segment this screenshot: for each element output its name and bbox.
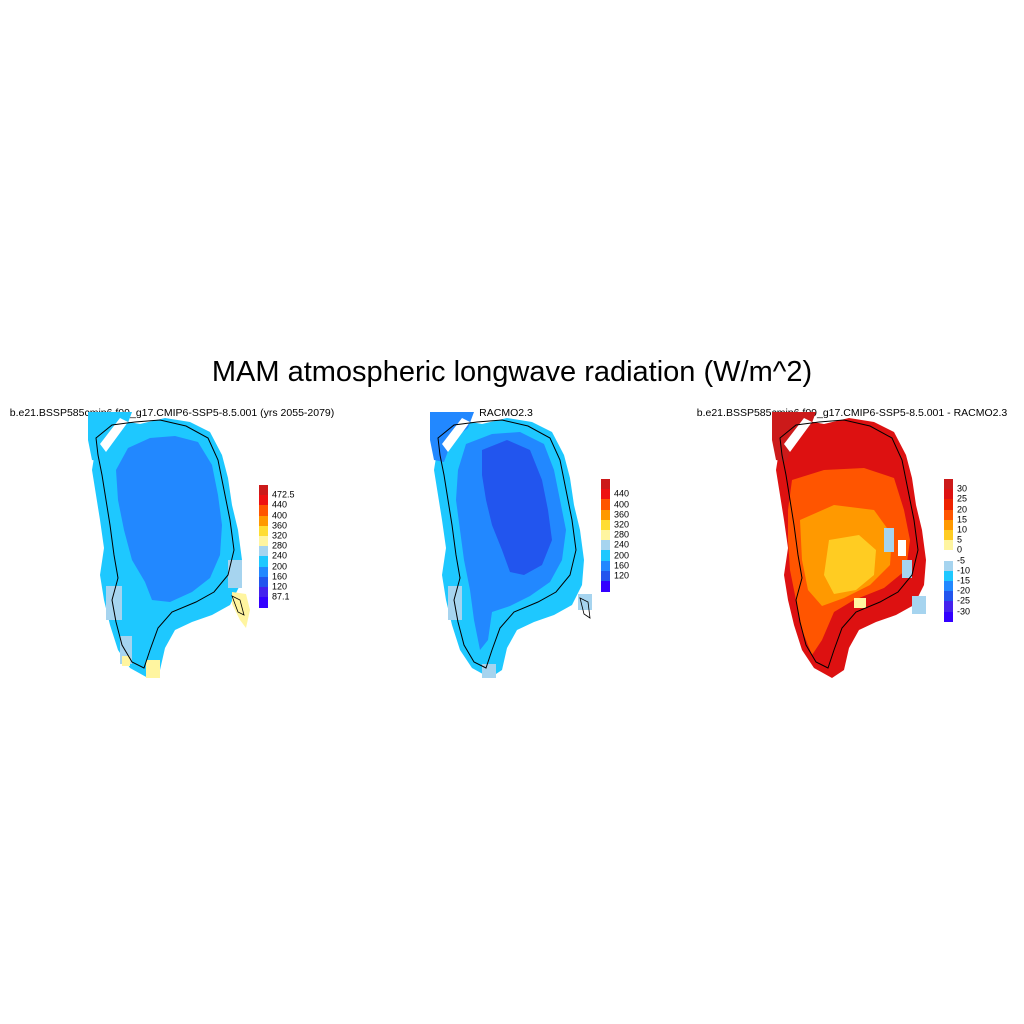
colorbar-label: -25 [957, 595, 971, 606]
colorbar-swatch [601, 550, 610, 562]
colorbar-label: 400 [272, 510, 288, 521]
figure-title: MAM atmospheric longwave radiation (W/m^… [211, 356, 813, 388]
colorbar-swatch [944, 540, 953, 551]
colorbar-swatch [944, 530, 953, 541]
colorbar-swatch [259, 495, 268, 506]
colorbar-label: 320 [614, 519, 630, 530]
colorbar-swatch [259, 587, 268, 598]
colorbar-label: -10 [957, 565, 971, 576]
colorbar-label: 360 [272, 520, 288, 531]
colorbar-label: 87.1 [272, 591, 290, 602]
colorbar-label: -20 [957, 585, 971, 596]
colorbar-label: 20 [957, 504, 968, 515]
colorbar-label: 160 [272, 571, 288, 582]
colorbar-label: 440 [272, 499, 288, 510]
colorbar-swatch [601, 540, 610, 551]
colorbar-swatch [259, 536, 268, 547]
colorbar-swatch [944, 581, 953, 592]
colorbar-swatch [944, 550, 953, 562]
colorbar-swatch [944, 479, 953, 490]
colorbar-swatch [601, 519, 610, 531]
colorbar-label: 25 [957, 493, 968, 504]
colorbar-label: 400 [614, 499, 630, 509]
colorbar-label: 472.5 [272, 489, 295, 500]
colorbar-swatch [944, 560, 953, 572]
colorbar-swatch [259, 485, 268, 496]
colorbar-label: 240 [614, 539, 630, 550]
colorbar-swatch [601, 530, 610, 541]
colorbar-swatch [944, 570, 953, 582]
colorbar-label: 320 [272, 530, 288, 541]
colorbar-label: 10 [957, 524, 968, 535]
colorbar-label: 200 [272, 561, 288, 572]
colorbar-label: 280 [614, 529, 630, 540]
colorbar-swatch [259, 546, 268, 557]
colorbar-swatch [944, 489, 953, 500]
colorbar-swatch [259, 566, 268, 578]
colorbar-swatch [944, 611, 953, 623]
colorbar-label: -30 [957, 606, 971, 617]
colorbar-swatch [259, 556, 268, 568]
colorbar-swatch [944, 499, 953, 511]
colorbar-swatch [601, 499, 610, 511]
colorbar-label: 360 [614, 509, 630, 520]
colorbar-swatch [259, 525, 268, 537]
colorbar-swatch [601, 581, 610, 592]
panel-2-title: RACMO2.3 [479, 407, 533, 419]
colorbar-swatch [259, 515, 268, 527]
colorbar-label: 280 [272, 540, 288, 551]
colorbar-label: -15 [957, 575, 971, 586]
colorbar-swatch [601, 570, 610, 582]
colorbar-swatch [259, 597, 268, 608]
colorbar-swatch [944, 519, 953, 531]
colorbar-swatch [601, 560, 610, 572]
colorbar-swatch [944, 601, 953, 613]
colorbar-label: 240 [272, 550, 288, 561]
colorbar-label: 200 [614, 550, 630, 560]
colorbar-label: 5 [957, 534, 963, 545]
colorbar-swatch [601, 489, 610, 500]
colorbar-swatch [944, 509, 953, 521]
colorbar-label: 120 [614, 570, 630, 581]
colorbar-swatch [259, 576, 268, 588]
colorbar-label: 120 [272, 581, 288, 592]
colorbar-label: 440 [614, 488, 630, 499]
colorbar-label: 0 [957, 544, 963, 555]
colorbar-label: 160 [614, 560, 630, 571]
colorbar-swatch [944, 591, 953, 602]
colorbar-label: 30 [957, 483, 968, 494]
colorbar-swatch [259, 505, 268, 517]
colorbar-label: 15 [957, 514, 968, 525]
colorbar-label: -5 [957, 555, 966, 566]
colorbar-swatch [601, 509, 610, 521]
colorbar-swatch [601, 479, 610, 490]
